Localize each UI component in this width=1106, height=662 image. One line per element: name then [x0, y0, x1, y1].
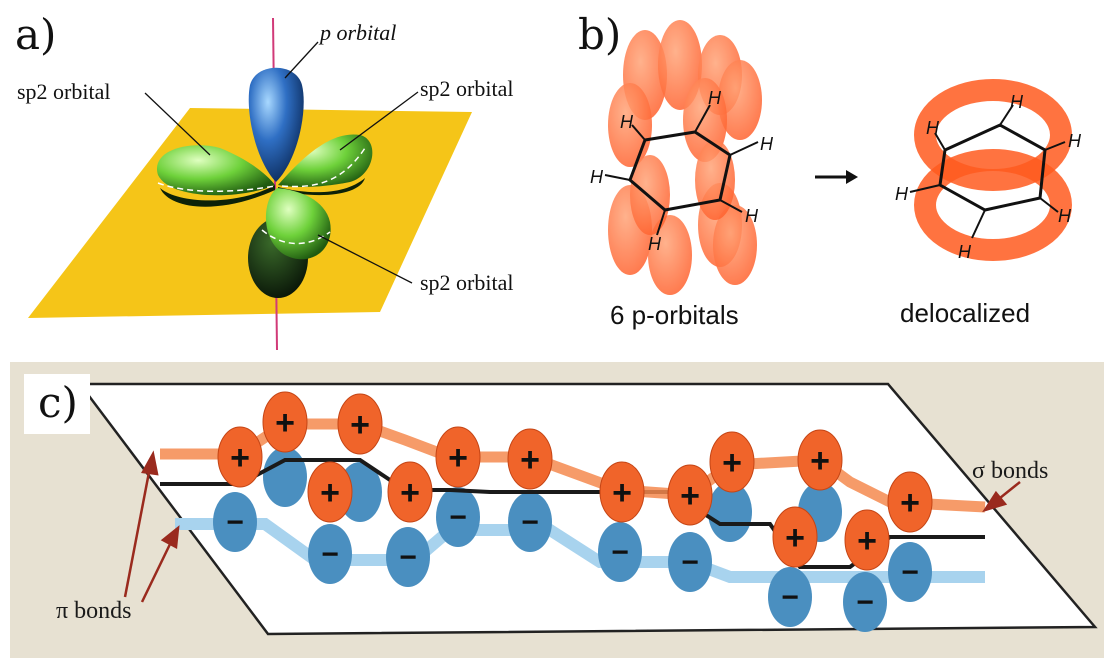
- panel-c: + + + + + + + + + + + + + + − − − − − − …: [10, 362, 1104, 658]
- plus-sign: +: [520, 441, 540, 479]
- minus-sign: −: [521, 506, 539, 539]
- panel-b-label: b): [578, 10, 622, 59]
- h-label: H: [648, 234, 662, 254]
- plus-sign: +: [448, 439, 468, 477]
- positive-lobes: [217, 391, 933, 571]
- minus-sign: −: [901, 556, 919, 589]
- pi-bonds-label: π bonds: [56, 598, 132, 624]
- minus-sign: −: [611, 536, 629, 569]
- sp2-orbital-diagram: [28, 17, 472, 351]
- right-caption: delocalized: [900, 298, 1031, 328]
- sp2-left-label: sp2 orbital: [17, 79, 111, 104]
- left-caption: 6 p-orbitals: [610, 300, 739, 330]
- plus-sign: +: [900, 484, 920, 522]
- panel-c-label: c): [24, 374, 90, 434]
- plus-sign: +: [722, 444, 742, 482]
- benzene-orbital-diagram: H H H H H H H H H H H H: [590, 20, 1082, 295]
- panel-a: a) p orbital sp2 orbital sp2 orbital sp2…: [0, 0, 560, 351]
- conjugated-chain-diagram: + + + + + + + + + + + + + + − − − − − − …: [77, 382, 1098, 636]
- plus-sign: +: [612, 474, 632, 512]
- plus-sign: +: [275, 404, 295, 442]
- plus-sign: +: [230, 439, 250, 477]
- h-label: H: [760, 134, 774, 154]
- panel-a-label: a): [15, 10, 57, 59]
- h-label: H: [1058, 206, 1072, 226]
- minus-sign: −: [449, 501, 467, 534]
- minus-sign: −: [399, 541, 417, 574]
- plus-sign: +: [400, 474, 420, 512]
- minus-sign: −: [781, 581, 799, 614]
- plus-sign: +: [810, 442, 830, 480]
- h-label: H: [745, 206, 759, 226]
- sp2-right-lobe: [278, 134, 373, 187]
- p-upper-lobe: [248, 67, 304, 182]
- plus-sign: +: [857, 522, 877, 560]
- p-orbital-set: [608, 20, 762, 295]
- minus-sign: −: [226, 506, 244, 539]
- pi-cloud-top: [914, 79, 1072, 191]
- plus-sign: +: [320, 474, 340, 512]
- sp2-right-label: sp2 orbital: [420, 76, 514, 101]
- h-label: H: [926, 118, 940, 138]
- p-orbital-label: p orbital: [320, 20, 397, 45]
- minus-sign: −: [856, 586, 874, 619]
- h-label: H: [895, 184, 909, 204]
- panel-b: H H H H H H H H H H H H b): [560, 0, 1106, 350]
- pi-cloud-bottom: [914, 149, 1072, 261]
- plus-sign: +: [350, 406, 370, 444]
- h-label: H: [708, 88, 722, 108]
- plus-sign: +: [785, 519, 805, 557]
- h-label: H: [1010, 92, 1024, 112]
- h-label: H: [620, 112, 634, 132]
- h-label: H: [958, 242, 972, 262]
- minus-sign: −: [321, 538, 339, 571]
- sigma-backbone: [160, 458, 985, 569]
- h-label: H: [1068, 131, 1082, 151]
- minus-sign: −: [681, 546, 699, 579]
- sp2-bottom-label: sp2 orbital: [420, 270, 514, 295]
- molecular-plane: [28, 108, 472, 318]
- plus-sign: +: [680, 477, 700, 515]
- h-label: H: [590, 167, 604, 187]
- sigma-bonds-label: σ bonds: [972, 458, 1049, 484]
- sp2-left-lobe: [156, 145, 275, 196]
